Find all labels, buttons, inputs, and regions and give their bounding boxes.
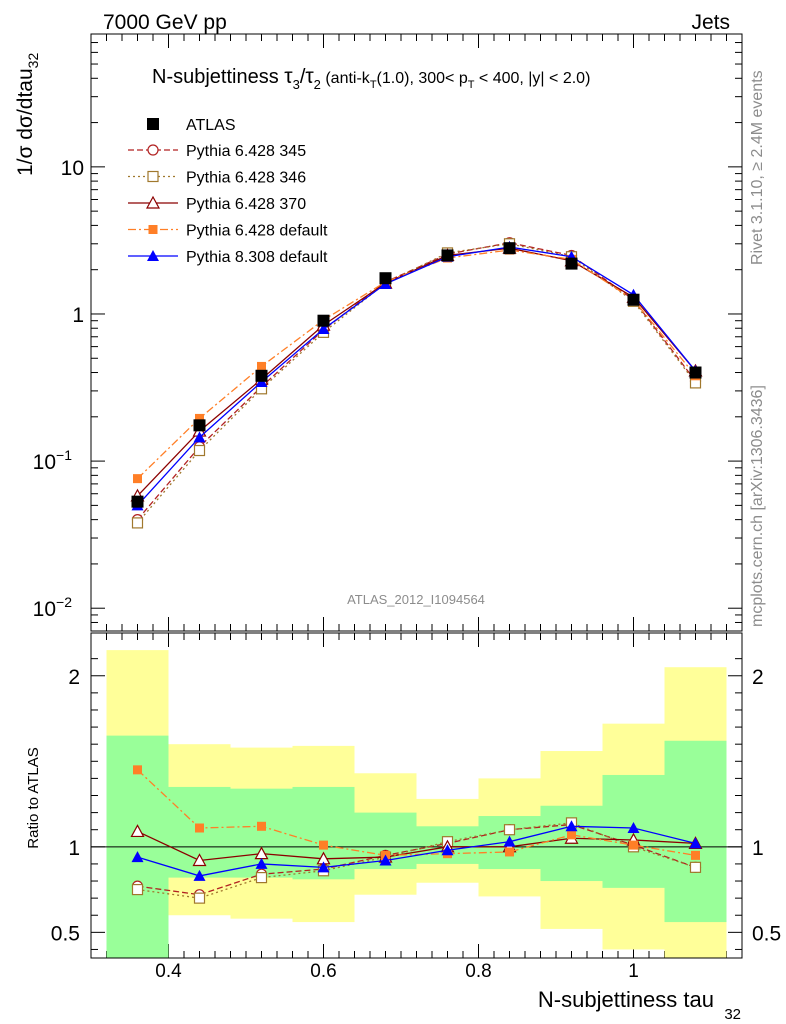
ratio-y-tick-label-right: 0.5: [752, 922, 781, 945]
legend: ATLAS Pythia 6.428 345 Pythia 6.428 346 Pyt…: [128, 117, 328, 266]
x-axis-label: N-subjettiness tau32: [538, 987, 741, 1023]
ratio-point-p346: [131, 883, 144, 896]
ratio-point-p8def: [317, 861, 330, 873]
ratio-point-p8def: [255, 857, 268, 869]
series-line-p346: [137, 243, 697, 524]
ratio-point-p8def: [131, 851, 144, 863]
point-p346: [193, 444, 206, 457]
data-point-atlas: [689, 366, 702, 379]
ratio-y-tick-label-right: 1: [752, 837, 764, 860]
ratio-point-p6def: [133, 765, 142, 775]
ratio-point-p370: [130, 824, 145, 838]
legend-label-p6def: Pythia 6.428 default: [186, 223, 328, 240]
x-tick-label: 0.8: [465, 961, 491, 982]
rivet-version-label: Rivet 3.1.10, ≥ 2.4M events: [749, 70, 766, 265]
point-p6def: [133, 474, 142, 484]
ratio-y-tick-label-right: 2: [752, 666, 764, 689]
ratio-point-p6def: [257, 821, 266, 831]
ratio-point-p6def: [691, 850, 700, 860]
ratio-point-p8def: [689, 837, 702, 849]
ratio-point-p8def: [503, 835, 516, 847]
ratio-point-p8def: [193, 869, 206, 881]
ratio-line-p8def: [137, 825, 696, 877]
x-tick-label: 0.4: [155, 961, 182, 982]
data-point-atlas: [255, 369, 268, 382]
ratio-line-p345: [137, 823, 696, 896]
data-point-atlas: [565, 257, 578, 270]
y-tick-label: 10−1: [33, 447, 73, 474]
legend-label-atlas: ATLAS: [186, 117, 236, 134]
chart-title: N-subjettiness τ3/τ2 (anti-kT(1.0), 300<…: [152, 65, 590, 92]
y-tick-label: 10: [61, 157, 84, 180]
legend-marker-p6def: [148, 225, 158, 234]
point-p8def: [193, 431, 206, 443]
ratio-point-p6def: [505, 847, 514, 857]
ratio-point-p370: [192, 853, 207, 867]
main-series-group: [130, 237, 703, 529]
ratio-point-p8def: [441, 844, 454, 856]
band-inner: [664, 740, 727, 923]
x-tick-label: 0.6: [310, 961, 336, 982]
point-p8def: [317, 323, 330, 335]
legend-marker-p345: [147, 144, 159, 156]
y-tick-label: 10−2: [33, 594, 73, 621]
main-axis-ticks: 10 1 10−1 10−2: [33, 33, 742, 958]
legend-label-p346: Pythia 6.428 346: [186, 170, 306, 187]
legend-marker-p370: [145, 195, 161, 209]
ratio-point-p8def: [627, 822, 640, 833]
ratio-point-p8def: [565, 820, 578, 832]
ratio-point-p6def: [567, 830, 576, 840]
ratio-uncertainty-bands: [106, 650, 727, 958]
point-p6def: [257, 361, 266, 371]
data-point-atlas: [503, 242, 516, 255]
data-point-atlas: [193, 419, 206, 432]
legend-marker-p346: [147, 170, 159, 183]
legend-label-p8def: Pythia 8.308 default: [186, 249, 328, 266]
ratio-series-group: [130, 765, 703, 904]
analysis-id: ATLAS_2012_I1094564: [347, 592, 485, 607]
ratio-point-p6def: [319, 840, 328, 850]
mcplots-reference-label: mcplots.cern.ch [arXiv:1306.3436]: [749, 385, 766, 627]
data-point-atlas: [379, 272, 392, 285]
ratio-point-p6def: [629, 840, 638, 850]
ratio-point-p346: [193, 892, 206, 904]
ratio-line-p346: [137, 822, 696, 899]
ratio-line-p6def: [137, 769, 696, 857]
legend-label-p345: Pythia 6.428 345: [186, 143, 306, 160]
data-point-atlas: [317, 314, 330, 327]
legend-marker-atlas: [147, 118, 159, 130]
ratio-point-p346: [255, 872, 268, 884]
ratio-y-tick-label-left: 1: [68, 837, 80, 860]
ratio-y-tick-label-left: 0.5: [51, 922, 80, 945]
ratio-point-p346: [503, 824, 516, 836]
point-p346: [131, 517, 144, 529]
ratio-y-axis-label: Ratio to ATLAS: [25, 747, 42, 848]
series-line-p8def: [137, 246, 697, 506]
legend-marker-p8def: [147, 250, 159, 261]
ratio-axis-ticks: 2 2 1 1 0.5 0.5 0.4 0.6 0.8 1: [51, 658, 781, 982]
data-point-atlas: [441, 249, 454, 262]
ratio-y-tick-label-left: 2: [68, 666, 80, 689]
x-tick-label: 1: [628, 961, 639, 982]
ratio-point-p6def: [195, 823, 204, 833]
energy-label: 7000 GeV pp: [103, 11, 227, 34]
legend-label-p370: Pythia 6.428 370: [186, 196, 306, 213]
ratio-point-p346: [689, 861, 702, 873]
data-point-atlas: [627, 293, 640, 306]
point-p6def: [195, 413, 204, 423]
category-label: Jets: [691, 11, 730, 34]
ratio-line-p370: [137, 830, 696, 862]
ratio-point-p8def: [379, 854, 392, 866]
data-point-atlas: [131, 495, 144, 508]
main-y-axis-label: 1/σ dσ/dtau32: [14, 53, 41, 176]
y-tick-label: 1: [72, 304, 84, 327]
series-line-p6def: [137, 249, 697, 480]
